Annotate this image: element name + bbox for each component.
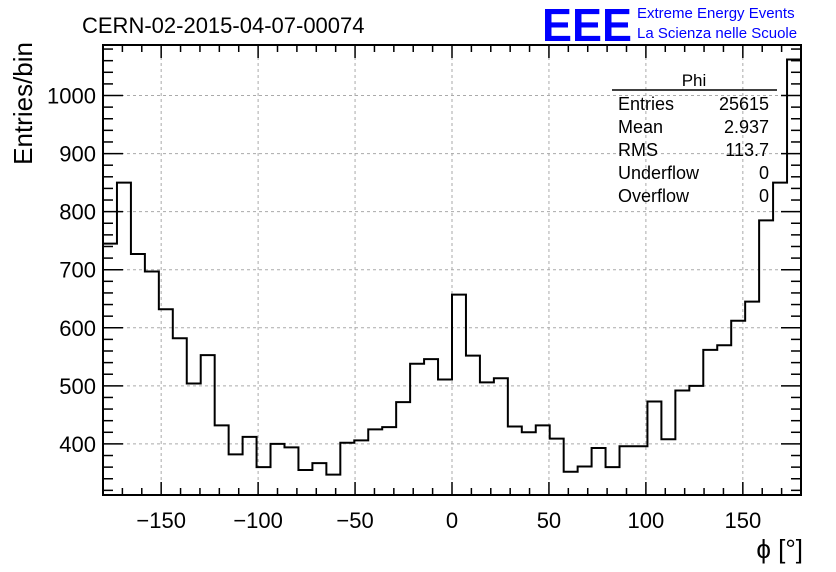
stats-value: 2.937 xyxy=(724,117,769,137)
x-tick-label: 100 xyxy=(628,508,665,533)
eee-logo: EEE Extreme Energy Events La Scienza nel… xyxy=(542,0,797,51)
x-tick-label: −150 xyxy=(136,508,186,533)
y-tick-label: 1000 xyxy=(47,84,96,109)
x-tick-label: 150 xyxy=(724,508,761,533)
run-title: CERN-02-2015-04-07-00074 xyxy=(82,13,365,38)
axis-ticks xyxy=(102,45,802,495)
x-tick-label: 50 xyxy=(537,508,561,533)
logo-line2: La Scienza nelle Scuole xyxy=(637,25,797,42)
grid-lines xyxy=(103,45,801,495)
eee-logo-mark: EEE xyxy=(542,0,632,51)
y-tick-label: 800 xyxy=(59,200,96,225)
stats-label: RMS xyxy=(618,140,658,160)
stats-value: 113.7 xyxy=(725,140,769,160)
plot-frame xyxy=(102,44,802,496)
logo-line1: Extreme Energy Events xyxy=(637,5,795,22)
stats-box: Phi Entries 25615 Mean 2.937 RMS 113.7 Underfl… xyxy=(612,71,777,206)
x-axis-label: ϕ [°] xyxy=(756,534,803,564)
y-tick-label: 700 xyxy=(59,258,96,283)
x-tick-label: −50 xyxy=(336,508,373,533)
y-axis-label: Entries/bin xyxy=(8,42,38,165)
histogram-line xyxy=(103,58,801,476)
y-tick-label: 500 xyxy=(59,374,96,399)
y-tick-label: 600 xyxy=(59,316,96,341)
stats-value: 0 xyxy=(759,163,769,183)
y-tick-labels: 400 500 600 700 800 900 1000 xyxy=(47,84,96,457)
x-tick-label: 0 xyxy=(446,508,458,533)
y-tick-label: 400 xyxy=(59,432,96,457)
stats-label: Overflow xyxy=(618,186,690,206)
stats-name: Phi xyxy=(682,71,707,90)
stats-label: Entries xyxy=(618,94,674,114)
x-tick-label: −100 xyxy=(233,508,283,533)
stats-value: 0 xyxy=(759,186,769,206)
y-tick-label: 900 xyxy=(59,142,96,167)
stats-label: Underflow xyxy=(618,163,700,183)
x-tick-labels: −150 −100 −50 0 50 100 150 xyxy=(136,508,761,533)
stats-label: Mean xyxy=(618,117,663,137)
stats-value: 25615 xyxy=(719,94,769,114)
stats-rows: Entries 25615 Mean 2.937 RMS 113.7 Underflow 0 O… xyxy=(618,94,769,206)
